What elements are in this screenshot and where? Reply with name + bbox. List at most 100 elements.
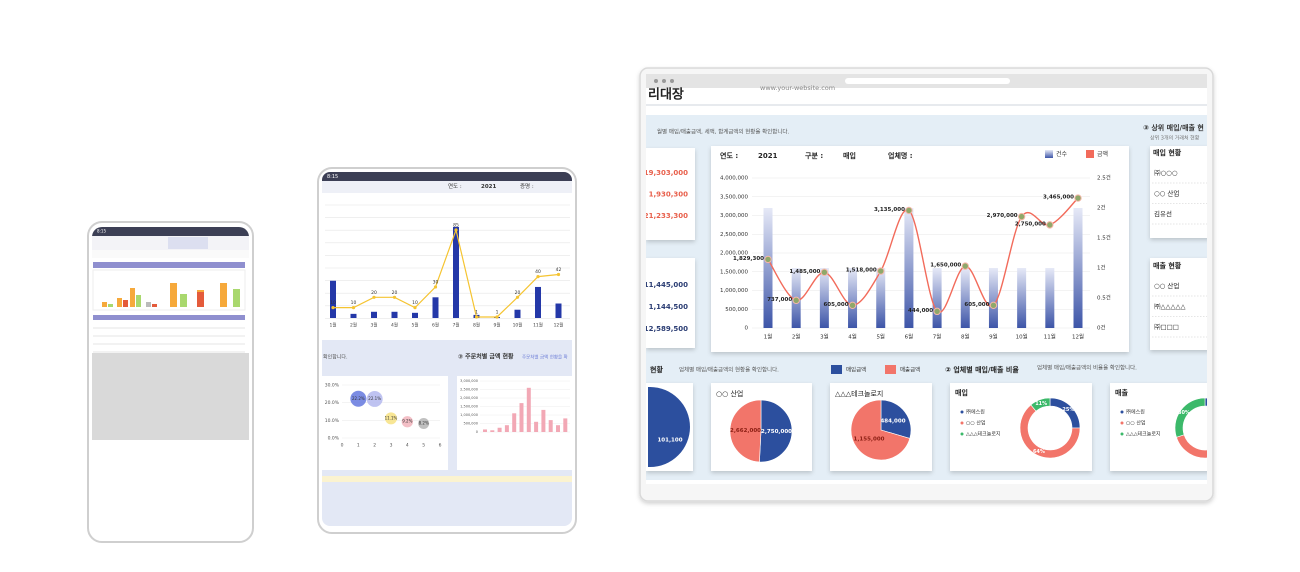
- filter-value: 2021: [758, 152, 778, 160]
- filter-value: 매입: [843, 151, 856, 160]
- section-title: ② 업체별 매입/매출 비율: [945, 365, 1019, 374]
- x-tick-label: 5월: [411, 322, 418, 329]
- sales-box: [646, 258, 695, 348]
- status-bar: [92, 227, 249, 236]
- bubble: [385, 412, 397, 425]
- y-tick-label: 2,000,000: [460, 396, 478, 400]
- line-marker: [474, 315, 479, 319]
- bubble: [350, 390, 367, 407]
- bubble: [418, 418, 430, 429]
- total-value: 11,445,000: [644, 281, 688, 289]
- pie: 101,100: [648, 387, 690, 467]
- y2-tick-label: 0.5건: [1097, 295, 1111, 302]
- data-label: 1,829,300: [733, 256, 764, 262]
- line-marker: [515, 295, 520, 299]
- bubble: [366, 390, 383, 407]
- line-marker: [905, 206, 913, 215]
- bar: [504, 425, 509, 432]
- data-label: 40: [535, 269, 541, 275]
- data-label: 20: [392, 290, 398, 296]
- legend-label: ㈜에스원: [1126, 409, 1145, 416]
- footer-strip: [322, 476, 572, 482]
- line-marker: [413, 306, 417, 310]
- panel-title: 매출 현황: [1153, 261, 1182, 270]
- bar: [555, 303, 562, 318]
- y-tick-label: 10.0%: [325, 418, 340, 424]
- pie-slice: [729, 399, 762, 463]
- total-value: 12,589,500: [644, 325, 688, 333]
- legend-dot: [960, 421, 964, 425]
- line-marker: [1046, 221, 1054, 229]
- y-tick-label: 1,500,000: [460, 405, 478, 409]
- section-desc: 상위 3개의 거래처 현황: [1150, 135, 1200, 142]
- bar: [534, 421, 539, 432]
- bar: [548, 420, 553, 432]
- donut-segment: [1030, 397, 1051, 412]
- data-label: 11%: [1035, 401, 1047, 407]
- y2-tick-label: 1.5건: [1097, 235, 1111, 242]
- company-name: ㈜□□□: [1154, 322, 1179, 331]
- bar: [412, 312, 418, 318]
- legend-label: △△△테크놀로지: [966, 431, 1001, 438]
- browser-dot: [670, 79, 674, 83]
- pie-slice: [880, 399, 912, 439]
- data-label: 1,650,000: [930, 263, 961, 269]
- legend-label: 건수: [1056, 150, 1068, 158]
- top-purchase-panel: [1150, 146, 1207, 238]
- x-tick-label: 5월: [876, 333, 885, 341]
- line-marker: [961, 262, 969, 270]
- panel-title: 매입 현황: [1153, 148, 1182, 157]
- pie-slice: [759, 399, 793, 463]
- x-tick-label: 2월: [350, 322, 357, 329]
- y-tick-label: 3,500,000: [720, 194, 748, 200]
- data-label: 1,518,000: [846, 268, 877, 274]
- bar: [848, 268, 858, 328]
- bar: [512, 413, 517, 432]
- address-bar[interactable]: [845, 78, 1010, 84]
- y2-tick-label: 2건: [1097, 205, 1106, 212]
- bar: [490, 430, 495, 432]
- legend-label: 매출금액: [900, 366, 920, 374]
- x-tick-label: 0: [341, 443, 344, 449]
- y-tick-label: 1,500,000: [720, 269, 748, 275]
- legend-label: ○○ 산업: [1126, 420, 1146, 427]
- total-value: 1,144,500: [649, 303, 689, 311]
- section-note: 확인합니다.: [323, 354, 348, 361]
- data-label: 2,750,000: [1015, 221, 1046, 227]
- line-marker: [351, 306, 356, 310]
- bubble: [401, 416, 413, 428]
- legend-swatch: [1045, 150, 1053, 158]
- status-time: 8:15: [327, 174, 338, 180]
- chart-panel: [711, 146, 1129, 352]
- status-bar: [322, 172, 572, 181]
- data-label: 1: [475, 309, 478, 315]
- x-tick-label: 12월: [1072, 333, 1084, 341]
- y2-tick-label: 1건: [1097, 265, 1106, 272]
- x-tick-label: 11월: [533, 322, 543, 329]
- legend-swatch: [885, 365, 896, 374]
- x-tick-label: 2월: [792, 333, 801, 341]
- data-label: 85: [453, 223, 459, 229]
- bar: [535, 286, 541, 318]
- line-marker: [536, 275, 540, 279]
- url: www.your-website.com: [760, 84, 835, 92]
- x-tick-label: 1월: [764, 333, 773, 341]
- data-label: 22.2%: [352, 396, 365, 401]
- y-tick-label: 2,500,000: [460, 388, 478, 392]
- pie-slice: [850, 399, 911, 461]
- x-tick-label: 12월: [554, 322, 564, 329]
- y-tick-label: 1,000,000: [720, 288, 748, 294]
- x-tick-label: 6월: [905, 333, 914, 341]
- filter-label: 증명 :: [520, 183, 534, 190]
- table-header: [93, 315, 245, 320]
- line-marker: [848, 301, 857, 310]
- bar: [904, 208, 914, 328]
- legend-label: ㈜에스원: [966, 409, 985, 416]
- top-sales-panel: [1150, 258, 1207, 350]
- data-label: 3,135,000: [874, 207, 905, 213]
- x-tick-label: 1: [357, 443, 360, 449]
- section-desc: 업체별 매입/매출금액의 현황을 확인합니다.: [679, 366, 779, 374]
- data-label: 2,970,000: [987, 213, 1018, 219]
- tab-active: [168, 237, 208, 249]
